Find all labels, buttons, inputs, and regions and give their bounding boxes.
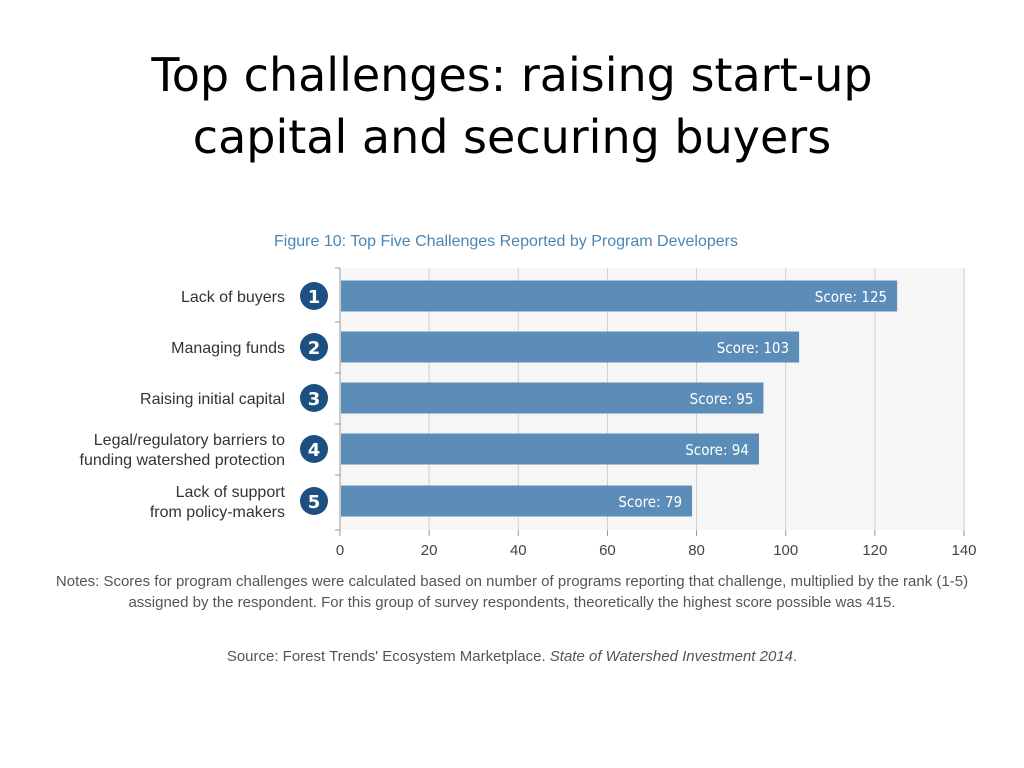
slide-title-line-2: capital and securing buyers	[192, 110, 832, 164]
category-label: Managing funds	[171, 340, 285, 357]
rank-number: 2	[308, 338, 321, 359]
x-tick-label: 20	[421, 542, 438, 559]
category-label-line: Lack of buyers	[181, 289, 285, 306]
x-tick-label: 0	[336, 542, 344, 559]
x-tick-label: 60	[599, 542, 616, 559]
bars: Score: 125 Score: 103 Score: 95 Score: 94 Sc…	[341, 280, 898, 517]
chart-title: Figure 10: Top Five Challenges Reported …	[274, 233, 738, 250]
data-label: Score: 79	[618, 493, 682, 511]
x-tick-label: 120	[862, 542, 887, 559]
rank-badge-circle	[300, 487, 328, 515]
x-tick-label: 80	[688, 542, 705, 559]
bar	[341, 433, 759, 465]
chart-source: Source: Forest Trends' Ecosystem Marketp…	[36, 647, 988, 667]
rank-number: 4	[308, 440, 321, 461]
rank-badge: 5	[300, 487, 328, 515]
rank-number: 1	[308, 287, 321, 308]
category-label-line: Legal/regulatory barriers to	[94, 432, 285, 449]
category-labels: 1 Lack of buyers 2 Managing funds 3 Raising i…	[80, 282, 328, 521]
category-label: Raising initial capital	[140, 391, 285, 408]
category-label-line: Managing funds	[171, 340, 285, 357]
category-label: Legal/regulatory barriers to funding wate…	[80, 432, 286, 469]
category-label-line: Raising initial capital	[140, 391, 285, 408]
bar	[341, 485, 693, 517]
bar	[341, 382, 764, 414]
category-label-line: from policy-makers	[150, 504, 285, 521]
x-tick-label: 40	[510, 542, 527, 559]
data-label: Score: 94	[685, 441, 749, 459]
category-label: Lack of buyers	[181, 289, 285, 306]
rank-number: 5	[308, 492, 321, 513]
rank-badge: 4	[300, 435, 328, 463]
bar-chart: Figure 10: Top Five Challenges Reported …	[80, 233, 977, 559]
x-tick-label: 140	[951, 542, 976, 559]
bar	[341, 331, 800, 363]
category-label: Lack of support from policy-makers	[150, 484, 286, 521]
rank-number: 3	[308, 389, 321, 410]
rank-badge-circle	[300, 435, 328, 463]
rank-badge: 2	[300, 333, 328, 361]
rank-badge-circle	[300, 333, 328, 361]
category-label-line: funding watershed protection	[80, 452, 285, 469]
x-axis: 0 20 40 60 80 100 120 140	[335, 267, 977, 559]
source-publication: State of Watershed Investment 2014	[549, 648, 793, 665]
x-tick-label: 100	[773, 542, 798, 559]
bar	[341, 280, 898, 312]
source-suffix: .	[793, 648, 798, 665]
rank-badge-circle	[300, 282, 328, 310]
chart-notes: Notes: Scores for program challenges wer…	[55, 573, 969, 611]
rank-badge: 3	[300, 384, 328, 412]
rank-badge-circle	[300, 384, 328, 412]
source-prefix: Source: Forest Trends' Ecosystem Marketp…	[226, 648, 550, 665]
data-label: Score: 125	[815, 288, 887, 306]
rank-badge: 1	[300, 282, 328, 310]
slide-title-line-1: Top challenges: raising start-up	[151, 48, 873, 102]
data-label: Score: 103	[717, 339, 789, 357]
data-label: Score: 95	[690, 390, 754, 408]
slide-title: Top challenges: raising start-up capital…	[60, 44, 964, 168]
category-label-line: Lack of support	[176, 484, 286, 501]
